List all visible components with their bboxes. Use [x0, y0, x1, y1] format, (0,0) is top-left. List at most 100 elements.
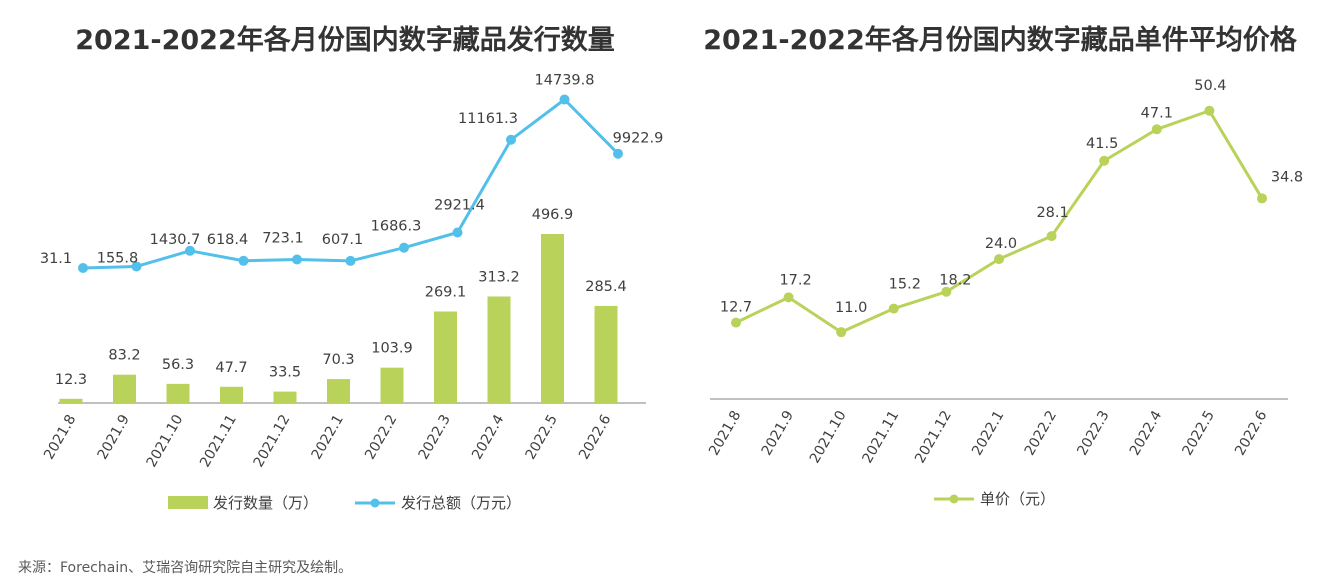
legend-price-marker: [949, 494, 959, 504]
bar: [434, 311, 457, 403]
bar-data-label: 103.9: [371, 341, 413, 357]
line-point: [941, 286, 952, 297]
line-point: [399, 242, 409, 253]
x-tick-label: 2022.6: [576, 412, 614, 463]
x-tick-label: 2022.1: [969, 408, 1007, 458]
issuance-chart: 2021-2022年各月份国内数字藏品发行数量 12.3 83.2 56.3 47.7…: [40, 24, 664, 512]
line-point: [836, 327, 847, 338]
line-data-label: 2921.4: [434, 198, 485, 214]
line-point: [452, 227, 463, 238]
line-point: [613, 148, 623, 159]
line-data-label: 618.4: [207, 232, 249, 248]
line-point: [345, 255, 356, 266]
line-data-label: 41.5: [1086, 136, 1118, 152]
line-point: [185, 245, 195, 256]
bar: [487, 296, 511, 403]
bar-data-label: 496.9: [532, 207, 574, 223]
bar: [327, 379, 350, 403]
x-tick-label: 2021.11: [197, 412, 240, 470]
x-tick-label: 2022.5: [523, 412, 561, 462]
line-data-label: 12.7: [720, 300, 752, 316]
x-tick-label: 2021.9: [95, 412, 133, 462]
bar-data-label: 83.2: [108, 348, 140, 364]
legend-line-marker: [370, 498, 380, 508]
line-point: [994, 254, 1004, 265]
x-tick-label: 2022.4: [1127, 408, 1165, 459]
line-point: [783, 292, 794, 303]
x-tick-label: 2022.2: [362, 412, 400, 462]
line-point: [1257, 193, 1267, 204]
line-data-label: 17.2: [779, 272, 811, 288]
line-data-label: 47.1: [1141, 105, 1173, 121]
source-note: 来源：Forechain、艾瑞咨询研究院自主研究及绘制。: [18, 560, 353, 576]
bar-data-label: 269.1: [425, 284, 467, 300]
line-point: [78, 263, 88, 273]
x-tick-label: 2022.1: [309, 412, 347, 462]
bar-data-label: 12.3: [55, 372, 87, 388]
legend-bar-label: 发行数量（万）: [213, 494, 318, 512]
chart2-legend: 单价（元）: [934, 490, 1055, 508]
avg-price-chart: 2021-2022年各月份国内数字藏品单件平均价格 12.7 17.2 11.0 15…: [703, 24, 1303, 508]
x-tick-label: 2022.5: [1180, 408, 1218, 458]
legend-bar-swatch: [168, 496, 208, 509]
bar-data-label: 56.3: [162, 357, 194, 373]
line-data-label: 14739.8: [535, 73, 595, 89]
legend-line-label: 发行总额（万元）: [401, 494, 521, 512]
line-data-label: 155.8: [97, 250, 139, 266]
line-data-label: 15.2: [889, 277, 921, 293]
x-tick-label: 2022.4: [469, 412, 507, 463]
x-tick-label: 2021.12: [251, 412, 294, 470]
bar: [220, 386, 243, 403]
bar-data-label: 70.3: [322, 352, 354, 368]
line-data-label: 11.0: [835, 300, 867, 316]
line-data-label: 18.2: [939, 273, 971, 289]
x-tick-label: 2022.6: [1232, 408, 1270, 459]
bar: [166, 383, 190, 403]
series-line-unit-price: [735, 109, 1264, 334]
bar: [59, 398, 83, 403]
line-point: [1151, 124, 1162, 135]
bar-data-label: 47.7: [215, 360, 247, 376]
line-point: [559, 94, 570, 105]
x-tick-label: 2021.10: [807, 408, 850, 466]
line-point: [131, 261, 142, 272]
line-point: [292, 254, 302, 265]
line-data-label: 31.1: [40, 251, 72, 267]
bar: [594, 305, 618, 403]
x-tick-label: 2022.3: [416, 412, 454, 462]
bar: [113, 374, 136, 403]
line-data-label: 1430.7: [150, 232, 201, 248]
line-point: [238, 255, 249, 266]
line-point: [731, 317, 741, 328]
x-tick-label: 2022.3: [1074, 408, 1112, 458]
line-data-label: 28.1: [1036, 205, 1068, 221]
x-tick-label: 2021.9: [759, 408, 797, 458]
line-point: [506, 134, 516, 145]
bar-data-label: 285.4: [585, 279, 627, 295]
line-data-label: 50.4: [1194, 78, 1226, 94]
bar: [380, 367, 404, 403]
line-data-label: 723.1: [262, 231, 304, 247]
x-tick-label: 2022.2: [1022, 408, 1060, 458]
line-data-label: 24.0: [985, 236, 1017, 252]
x-tick-label: 2021.8: [706, 408, 744, 458]
line-data-label: 34.8: [1271, 169, 1303, 185]
chart1-legend: 发行数量（万） 发行总额（万元）: [168, 494, 521, 512]
x-tick-label: 2021.11: [859, 408, 902, 466]
x-tick-label: 2021.10: [144, 412, 187, 470]
bar: [273, 391, 297, 403]
x-tick-label: 2021.8: [41, 412, 79, 462]
bar-data-label: 33.5: [269, 365, 301, 381]
bar-data-label: 313.2: [478, 269, 520, 285]
line-point: [1204, 105, 1215, 116]
line-data-label: 9922.9: [613, 131, 664, 147]
line-point: [888, 303, 899, 314]
line-data-label: 607.1: [322, 232, 364, 248]
line-data-label: 11161.3: [458, 111, 518, 127]
chart2-title: 2021-2022年各月份国内数字藏品单件平均价格: [703, 24, 1297, 56]
bar: [541, 234, 564, 403]
x-tick-label: 2021.12: [912, 408, 955, 466]
chart1-title: 2021-2022年各月份国内数字藏品发行数量: [75, 24, 615, 56]
line-data-label: 1686.3: [371, 219, 422, 235]
